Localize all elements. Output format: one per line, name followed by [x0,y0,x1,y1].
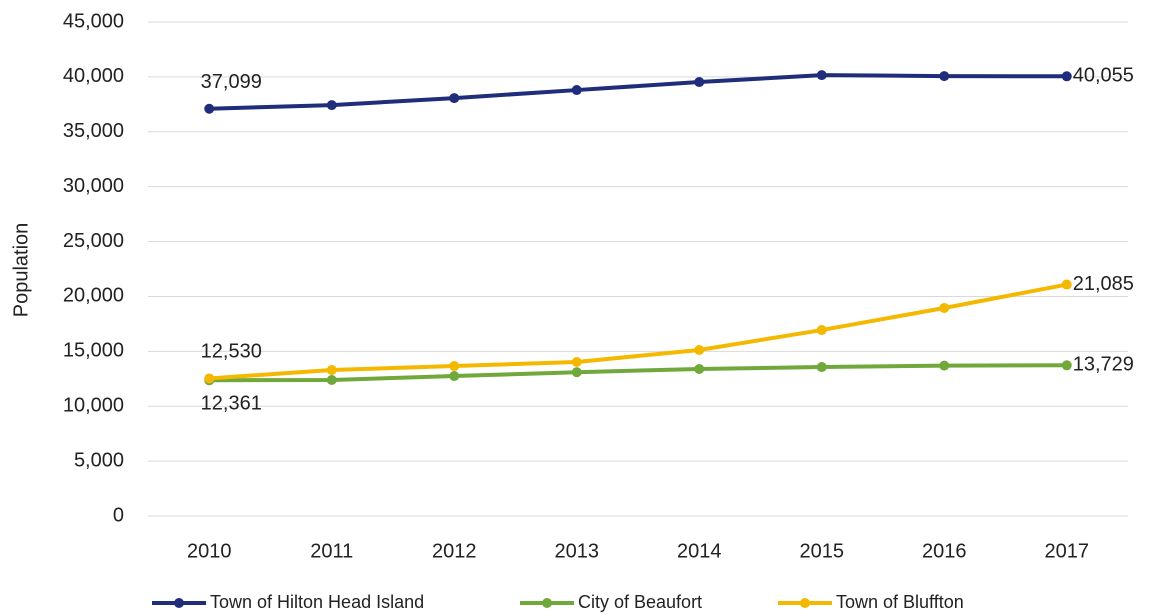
data-point [1061,279,1072,290]
data-point [816,70,827,81]
legend-label: Town of Hilton Head Island [210,592,424,612]
legend-marker [800,598,810,608]
x-tick-label: 2012 [432,540,477,562]
data-point [571,85,582,96]
data-point [204,373,215,384]
data-point [694,77,705,88]
data-point [449,371,460,382]
legend-marker [174,598,184,608]
data-point [326,364,337,375]
y-tick-label: 10,000 [63,395,124,417]
data-point [1061,71,1072,82]
y-tick-label: 20,000 [63,285,124,307]
data-point [816,325,827,336]
data-point [326,100,337,111]
data-point [694,364,705,375]
y-tick-label: 25,000 [63,230,124,252]
data-label: 40,055 [1073,65,1134,87]
x-tick-label: 2016 [922,540,967,562]
data-point [326,374,337,385]
x-tick-label: 2013 [555,540,600,562]
y-tick-label: 40,000 [63,65,124,87]
series-line [209,73,1067,111]
data-point [939,71,950,82]
data-label: 13,729 [1073,354,1134,376]
data-label: 12,361 [201,393,262,415]
x-tick-label: 2010 [187,540,232,562]
legend-label: City of Beaufort [578,592,702,612]
data-point [571,356,582,367]
data-label: 21,085 [1073,273,1134,295]
y-tick-label: 0 [113,504,124,526]
data-label: 12,530 [201,341,262,363]
data-point [694,345,705,356]
x-tick-label: 2011 [310,540,353,562]
x-tick-label: 2015 [800,540,845,562]
y-tick-label: 35,000 [63,120,124,142]
data-point [449,93,460,104]
data-point [816,362,827,373]
legend-label: Town of Bluffton [836,592,964,612]
y-tick-label: 30,000 [63,175,124,197]
x-tick-label: 2014 [677,540,722,562]
y-tick-label: 15,000 [63,340,124,362]
data-point [1061,360,1072,371]
data-label: 37,099 [201,71,262,93]
y-tick-label: 45,000 [63,10,124,32]
data-point [939,360,950,371]
legend-marker [542,598,552,608]
data-point [939,302,950,313]
data-point [571,367,582,378]
data-point [449,361,460,372]
series-line [209,282,1068,381]
x-tick-label: 2017 [1045,540,1090,562]
y-tick-label: 5,000 [74,449,124,471]
data-point [204,103,215,114]
y-axis-label: Population [10,223,32,318]
series-line [209,363,1067,383]
